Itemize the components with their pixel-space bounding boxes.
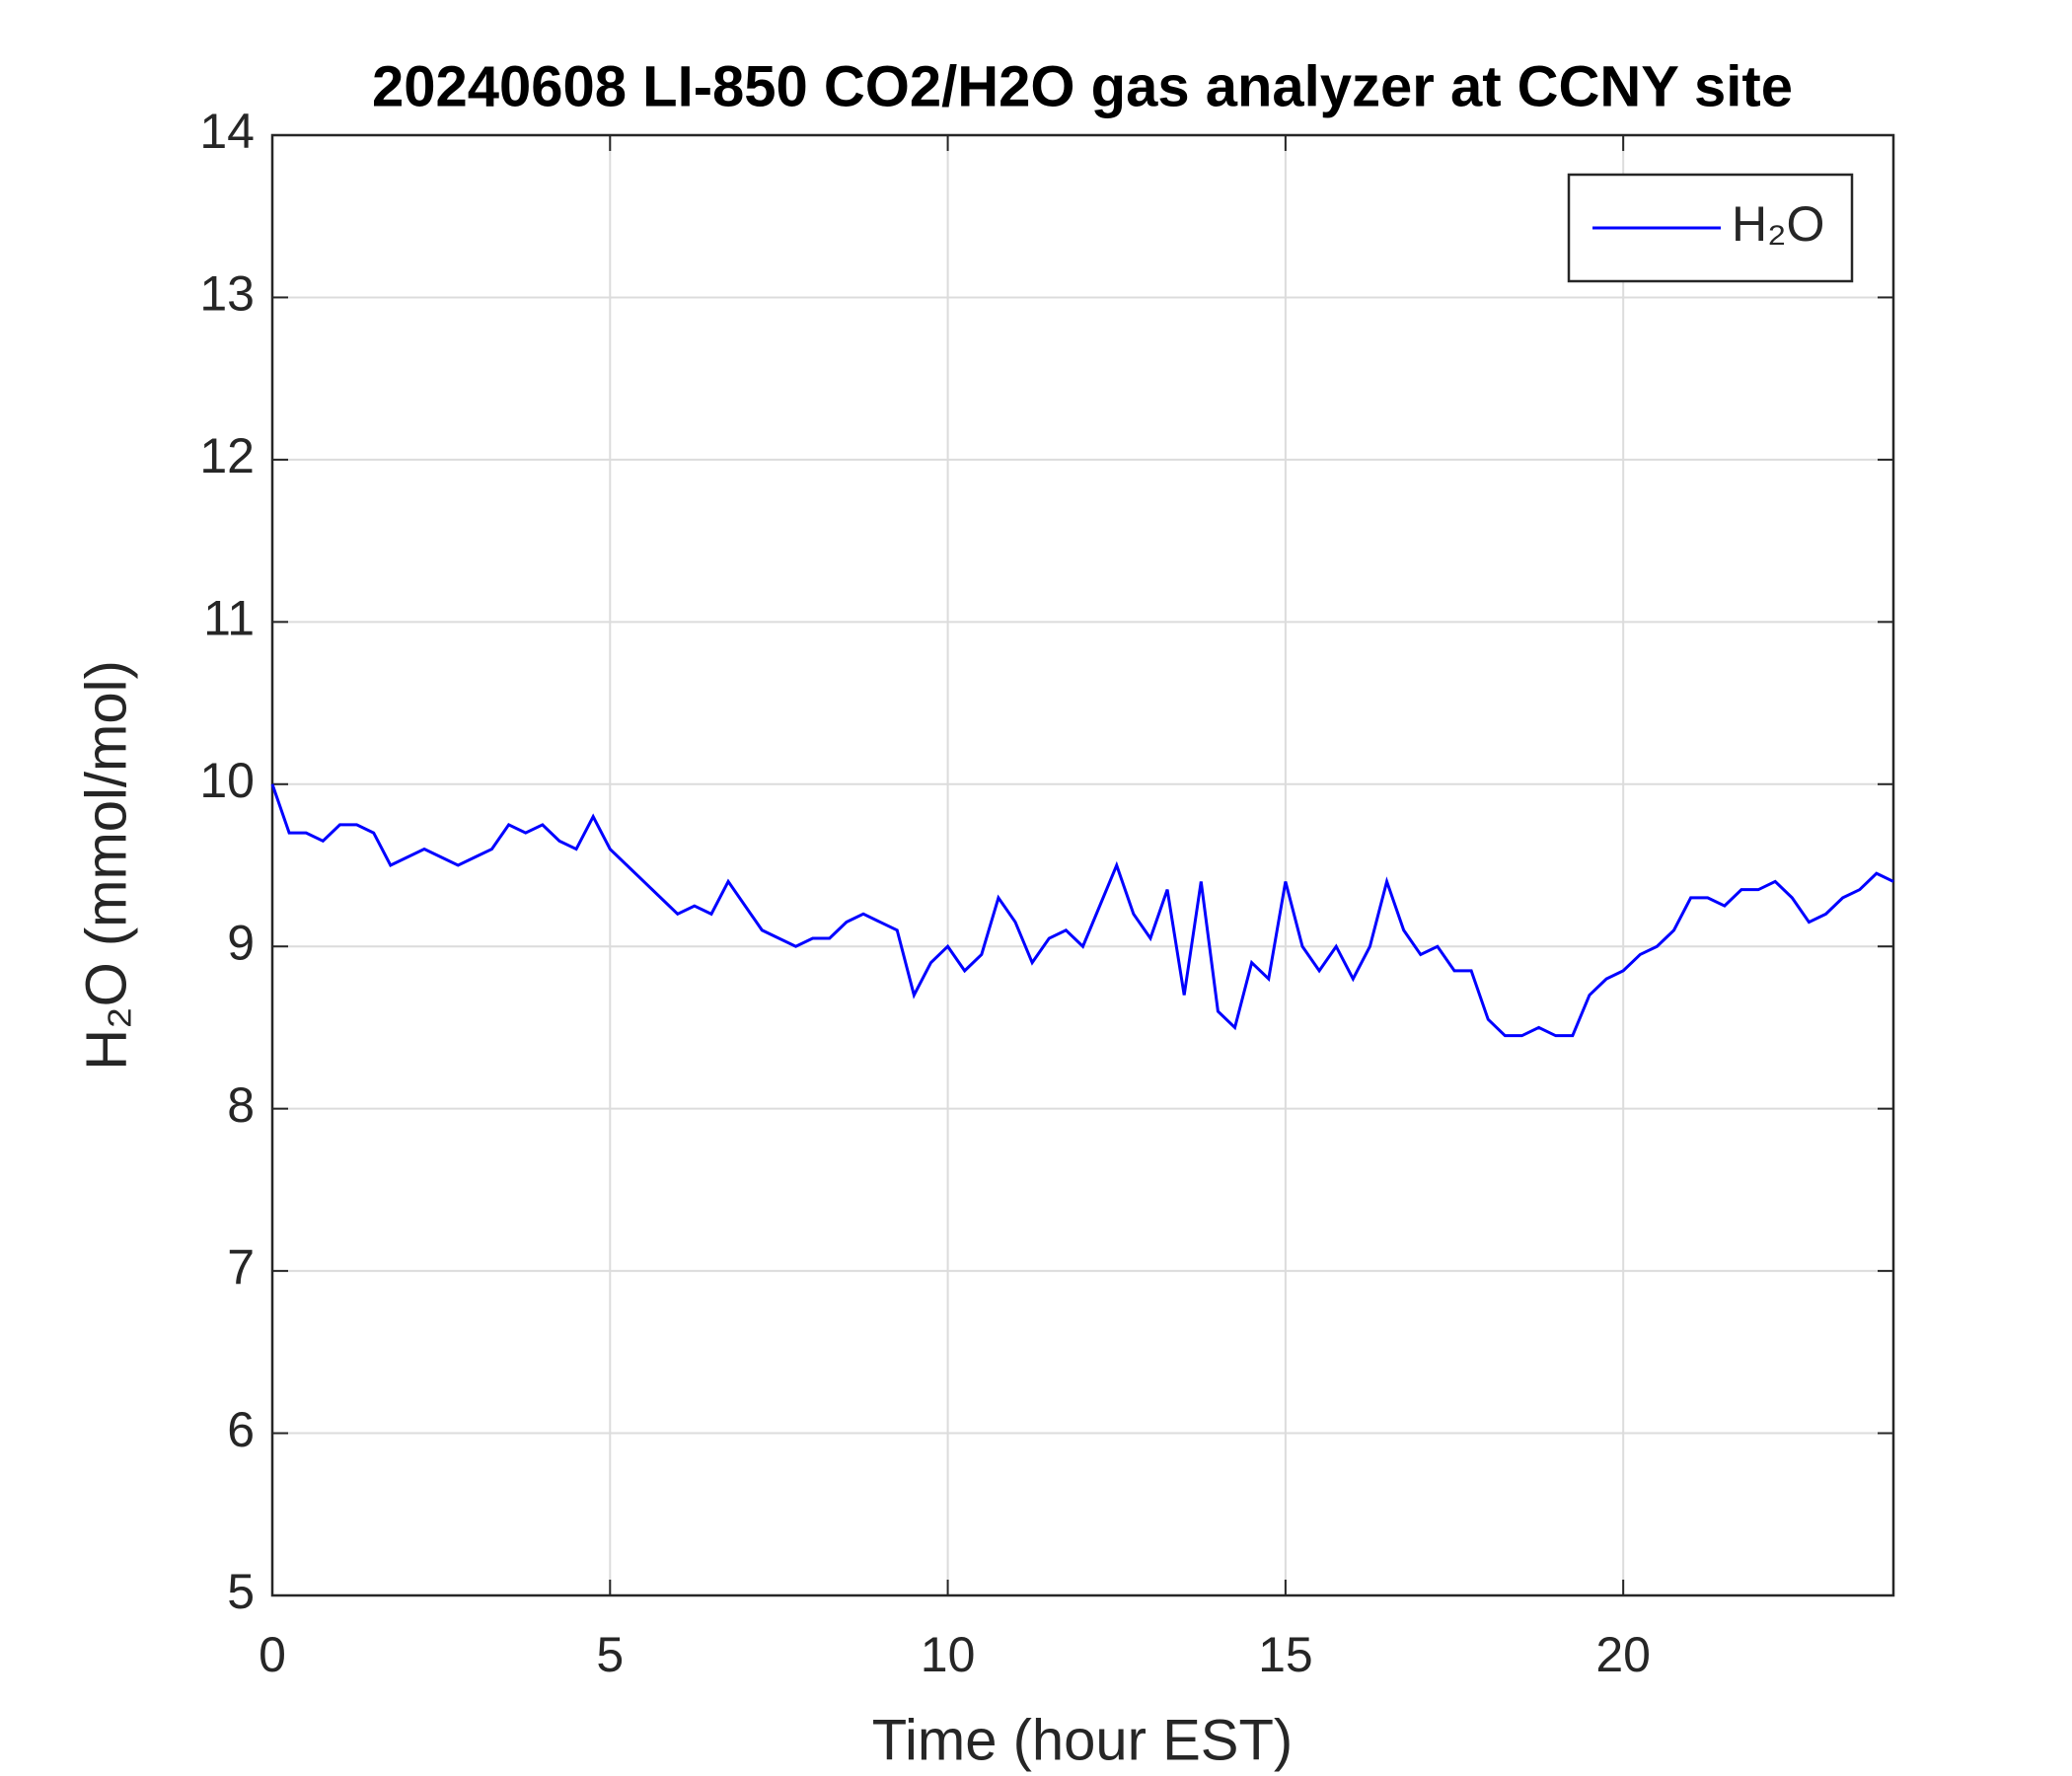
plot-frame [270, 133, 1895, 1597]
y-tick-label: 14 [199, 104, 255, 159]
y-tick-label: 13 [199, 266, 255, 322]
y-tick-label: 11 [203, 591, 255, 646]
y-tick-label: 9 [227, 915, 255, 970]
x-tick-label: 20 [1595, 1627, 1651, 1682]
y-tick-label: 12 [199, 428, 255, 483]
legend-label: H₂O [1732, 196, 1824, 252]
y-tick-label: 6 [227, 1402, 255, 1457]
x-tick-label: 15 [1258, 1627, 1313, 1682]
y-axis-label: H₂O (mmol/mol) [74, 660, 138, 1071]
x-axis-label: Time (hour EST) [872, 1708, 1293, 1772]
y-tick-label: 5 [227, 1564, 255, 1619]
y-tick-label: 7 [227, 1239, 255, 1295]
data-line [270, 783, 1894, 1038]
y-tick-label: 8 [227, 1077, 255, 1133]
x-tick-label: 0 [259, 1627, 286, 1682]
y-tick-label: 10 [199, 753, 255, 808]
x-tick-label: 10 [921, 1627, 976, 1682]
chart-title: 20240608 LI-850 CO2/H2O gas analyzer at … [372, 54, 1793, 118]
x-tick-label: 5 [596, 1627, 624, 1682]
